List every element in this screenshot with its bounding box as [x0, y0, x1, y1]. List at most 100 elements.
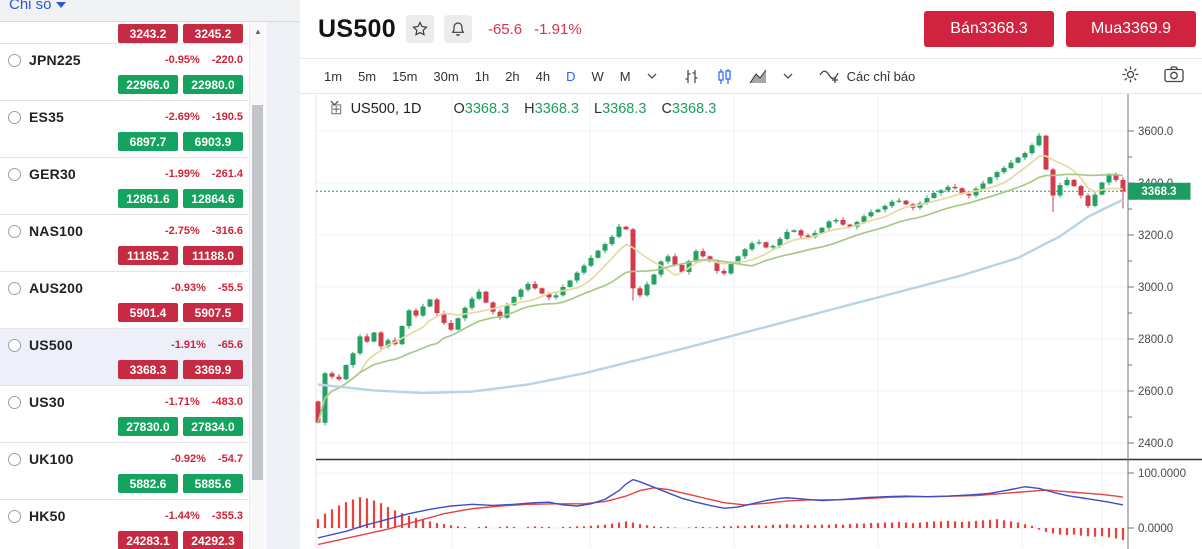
timeframe-2h[interactable]: 2h [505, 68, 520, 84]
svg-text:2600.0: 2600.0 [1138, 386, 1173, 398]
radio-icon[interactable] [8, 167, 21, 181]
symbol-label: ES35 [29, 109, 65, 125]
price-chart[interactable]: 3600.03400.03200.03000.02800.02600.02400… [300, 94, 1202, 549]
radio-icon[interactable] [8, 395, 21, 409]
settings-gear-button[interactable] [1121, 65, 1140, 87]
radio-icon[interactable] [8, 281, 21, 295]
watchlist-row[interactable]: UK100 -0.92% -54.7 5882.6 5885.6 [0, 443, 249, 500]
legend-l: L 3368.3 [594, 101, 647, 117]
ask-button[interactable]: 24292.3 [183, 531, 243, 549]
svg-text:2400.0: 2400.0 [1138, 438, 1173, 450]
change-value: -55.5 [217, 282, 243, 294]
timeframe-W[interactable]: W [591, 68, 604, 84]
buy-price: 3369.9 [1122, 20, 1172, 37]
buy-label: Mua [1090, 20, 1123, 37]
timeframe-D[interactable]: D [566, 68, 576, 84]
camera-icon [1164, 66, 1184, 83]
buy-button[interactable]: Mua 3369.9 [1066, 11, 1196, 47]
bid-button[interactable]: 3368.3 [118, 360, 178, 379]
bid-button[interactable]: 22966.0 [118, 75, 178, 94]
legend-c: C 3368.3 [661, 101, 717, 117]
ask-button[interactable]: 22980.0 [183, 75, 243, 94]
watchlist-row[interactable]: GER30 -1.99% -261.4 12861.6 12864.6 [0, 158, 249, 215]
caret-down-icon [55, 2, 66, 9]
timeframe-5m[interactable]: 5m [358, 68, 377, 84]
ask-button[interactable]: 6903.9 [183, 132, 243, 151]
favorite-star-button[interactable] [405, 15, 434, 43]
watchlist-row[interactable]: ES35 -2.69% -190.5 6897.7 6903.9 [0, 101, 249, 158]
radio-icon[interactable] [8, 452, 21, 466]
bid-button[interactable]: 12861.6 [118, 189, 178, 208]
last-price-tag: 3368.3 [1128, 182, 1191, 200]
radio-icon[interactable] [8, 509, 21, 523]
timeframe-4h[interactable]: 4h [535, 68, 551, 84]
price-change: -65.6 [487, 20, 523, 38]
change-value: -54.7 [217, 453, 243, 465]
svg-text:3200.0: 3200.0 [1138, 230, 1173, 242]
timeframe-more-chevron-icon[interactable] [639, 73, 665, 79]
ask-button[interactable]: 12864.6 [183, 189, 243, 208]
area-chart-style-icon[interactable] [741, 68, 775, 84]
radio-icon[interactable] [8, 53, 21, 67]
radio-icon[interactable] [8, 224, 21, 238]
bid-button[interactable]: 27830.0 [118, 417, 178, 436]
indicator-fast-line [317, 478, 1124, 539]
timeframe-1m[interactable]: 1m [324, 68, 343, 84]
legend-ohlc: O 3368.3 H 3368.3 L 3368.3 C 3368.3 [454, 101, 717, 117]
alert-bell-button[interactable] [443, 15, 472, 43]
watchlist-title: Chỉ số [9, 0, 52, 13]
sell-button[interactable]: Bán 3368.3 [924, 11, 1054, 47]
symbol-label: HK50 [29, 508, 66, 524]
bid-button[interactable]: 6897.7 [118, 132, 178, 151]
watchlist-row-partial[interactable]: 3243.2 3245.2 [0, 22, 249, 44]
candles-layer [315, 132, 1126, 426]
candlestick-style-icon[interactable] [708, 68, 741, 85]
watchlist-row[interactable]: NAS100 -2.75% -316.6 11185.2 11188.0 [0, 215, 249, 272]
watchlist: 3243.2 3245.2 JPN225 -0.95% -220.0 22966… [0, 22, 249, 549]
change-value: -190.5 [211, 111, 243, 123]
bid-button[interactable]: 24283.1 [118, 531, 178, 549]
indicators-button[interactable]: Các chỉ báo [811, 68, 924, 84]
chart-style-chevron-icon[interactable] [775, 73, 801, 79]
bar-chart-style-icon[interactable] [675, 68, 708, 85]
bid-button[interactable]: 5882.6 [118, 474, 178, 493]
symbol-label: AUS200 [29, 280, 84, 296]
ask-button[interactable]: 3245.2 [183, 24, 243, 43]
ask-button[interactable]: 11188.0 [183, 246, 243, 265]
scroll-up-arrow-icon[interactable]: ▲ [254, 26, 262, 36]
symbol-label: US500 [29, 337, 73, 353]
moving-averages [317, 155, 1124, 423]
ask-button[interactable]: 5907.5 [183, 303, 243, 322]
screenshot-camera-button[interactable] [1164, 66, 1184, 86]
legend-symbol[interactable]: US500, 1D [350, 101, 422, 117]
timeframe-30m[interactable]: 30m [433, 68, 459, 84]
watchlist-row[interactable]: HK50 -1.44% -355.3 24283.1 24292.3 [0, 500, 249, 549]
indicators-label: Các chỉ báo [846, 68, 916, 84]
bid-button[interactable]: 5901.4 [118, 303, 178, 322]
scrollbar-thumb[interactable] [252, 105, 263, 480]
ask-button[interactable]: 5885.6 [183, 474, 243, 493]
timeframe-15m[interactable]: 15m [392, 68, 418, 84]
timeframe-1h[interactable]: 1h [474, 68, 490, 84]
change-value: -316.6 [211, 225, 243, 237]
bid-button[interactable]: 11185.2 [118, 246, 178, 265]
grid-plus-icon[interactable]: ⊞ [330, 101, 343, 118]
ask-button[interactable]: 27834.0 [183, 417, 243, 436]
bid-button[interactable]: 3243.2 [118, 24, 178, 43]
watchlist-row[interactable]: US500 -1.91% -65.6 3368.3 3369.9 [0, 329, 249, 386]
watchlist-row[interactable]: AUS200 -0.93% -55.5 5901.4 5907.5 [0, 272, 249, 329]
watchlist-row[interactable]: JPN225 -0.95% -220.0 22966.0 22980.0 [0, 44, 249, 101]
watchlist-row[interactable]: US30 -1.71% -483.0 27830.0 27834.0 [0, 386, 249, 443]
change-value: -261.4 [211, 168, 243, 180]
watchlist-title-dropdown[interactable]: Chỉ số [9, 0, 66, 13]
price-axis[interactable]: 3600.03400.03200.03000.02800.02600.02400… [1127, 94, 1186, 549]
symbol-label: JPN225 [29, 52, 81, 68]
ask-button[interactable]: 3369.9 [183, 360, 243, 379]
radio-icon[interactable] [8, 110, 21, 124]
chart-legend: ⊞ US500, 1D O 3368.3 H 3368.3 L 3368.3 C 3368.3 [330, 100, 716, 118]
instrument-title: US500 [318, 14, 396, 43]
radio-icon[interactable] [8, 338, 21, 352]
chart-area[interactable]: 3600.03400.03200.03000.02800.02600.02400… [300, 94, 1202, 549]
timeframe-M[interactable]: M [619, 68, 631, 84]
watchlist-header: Chỉ số [0, 0, 300, 22]
